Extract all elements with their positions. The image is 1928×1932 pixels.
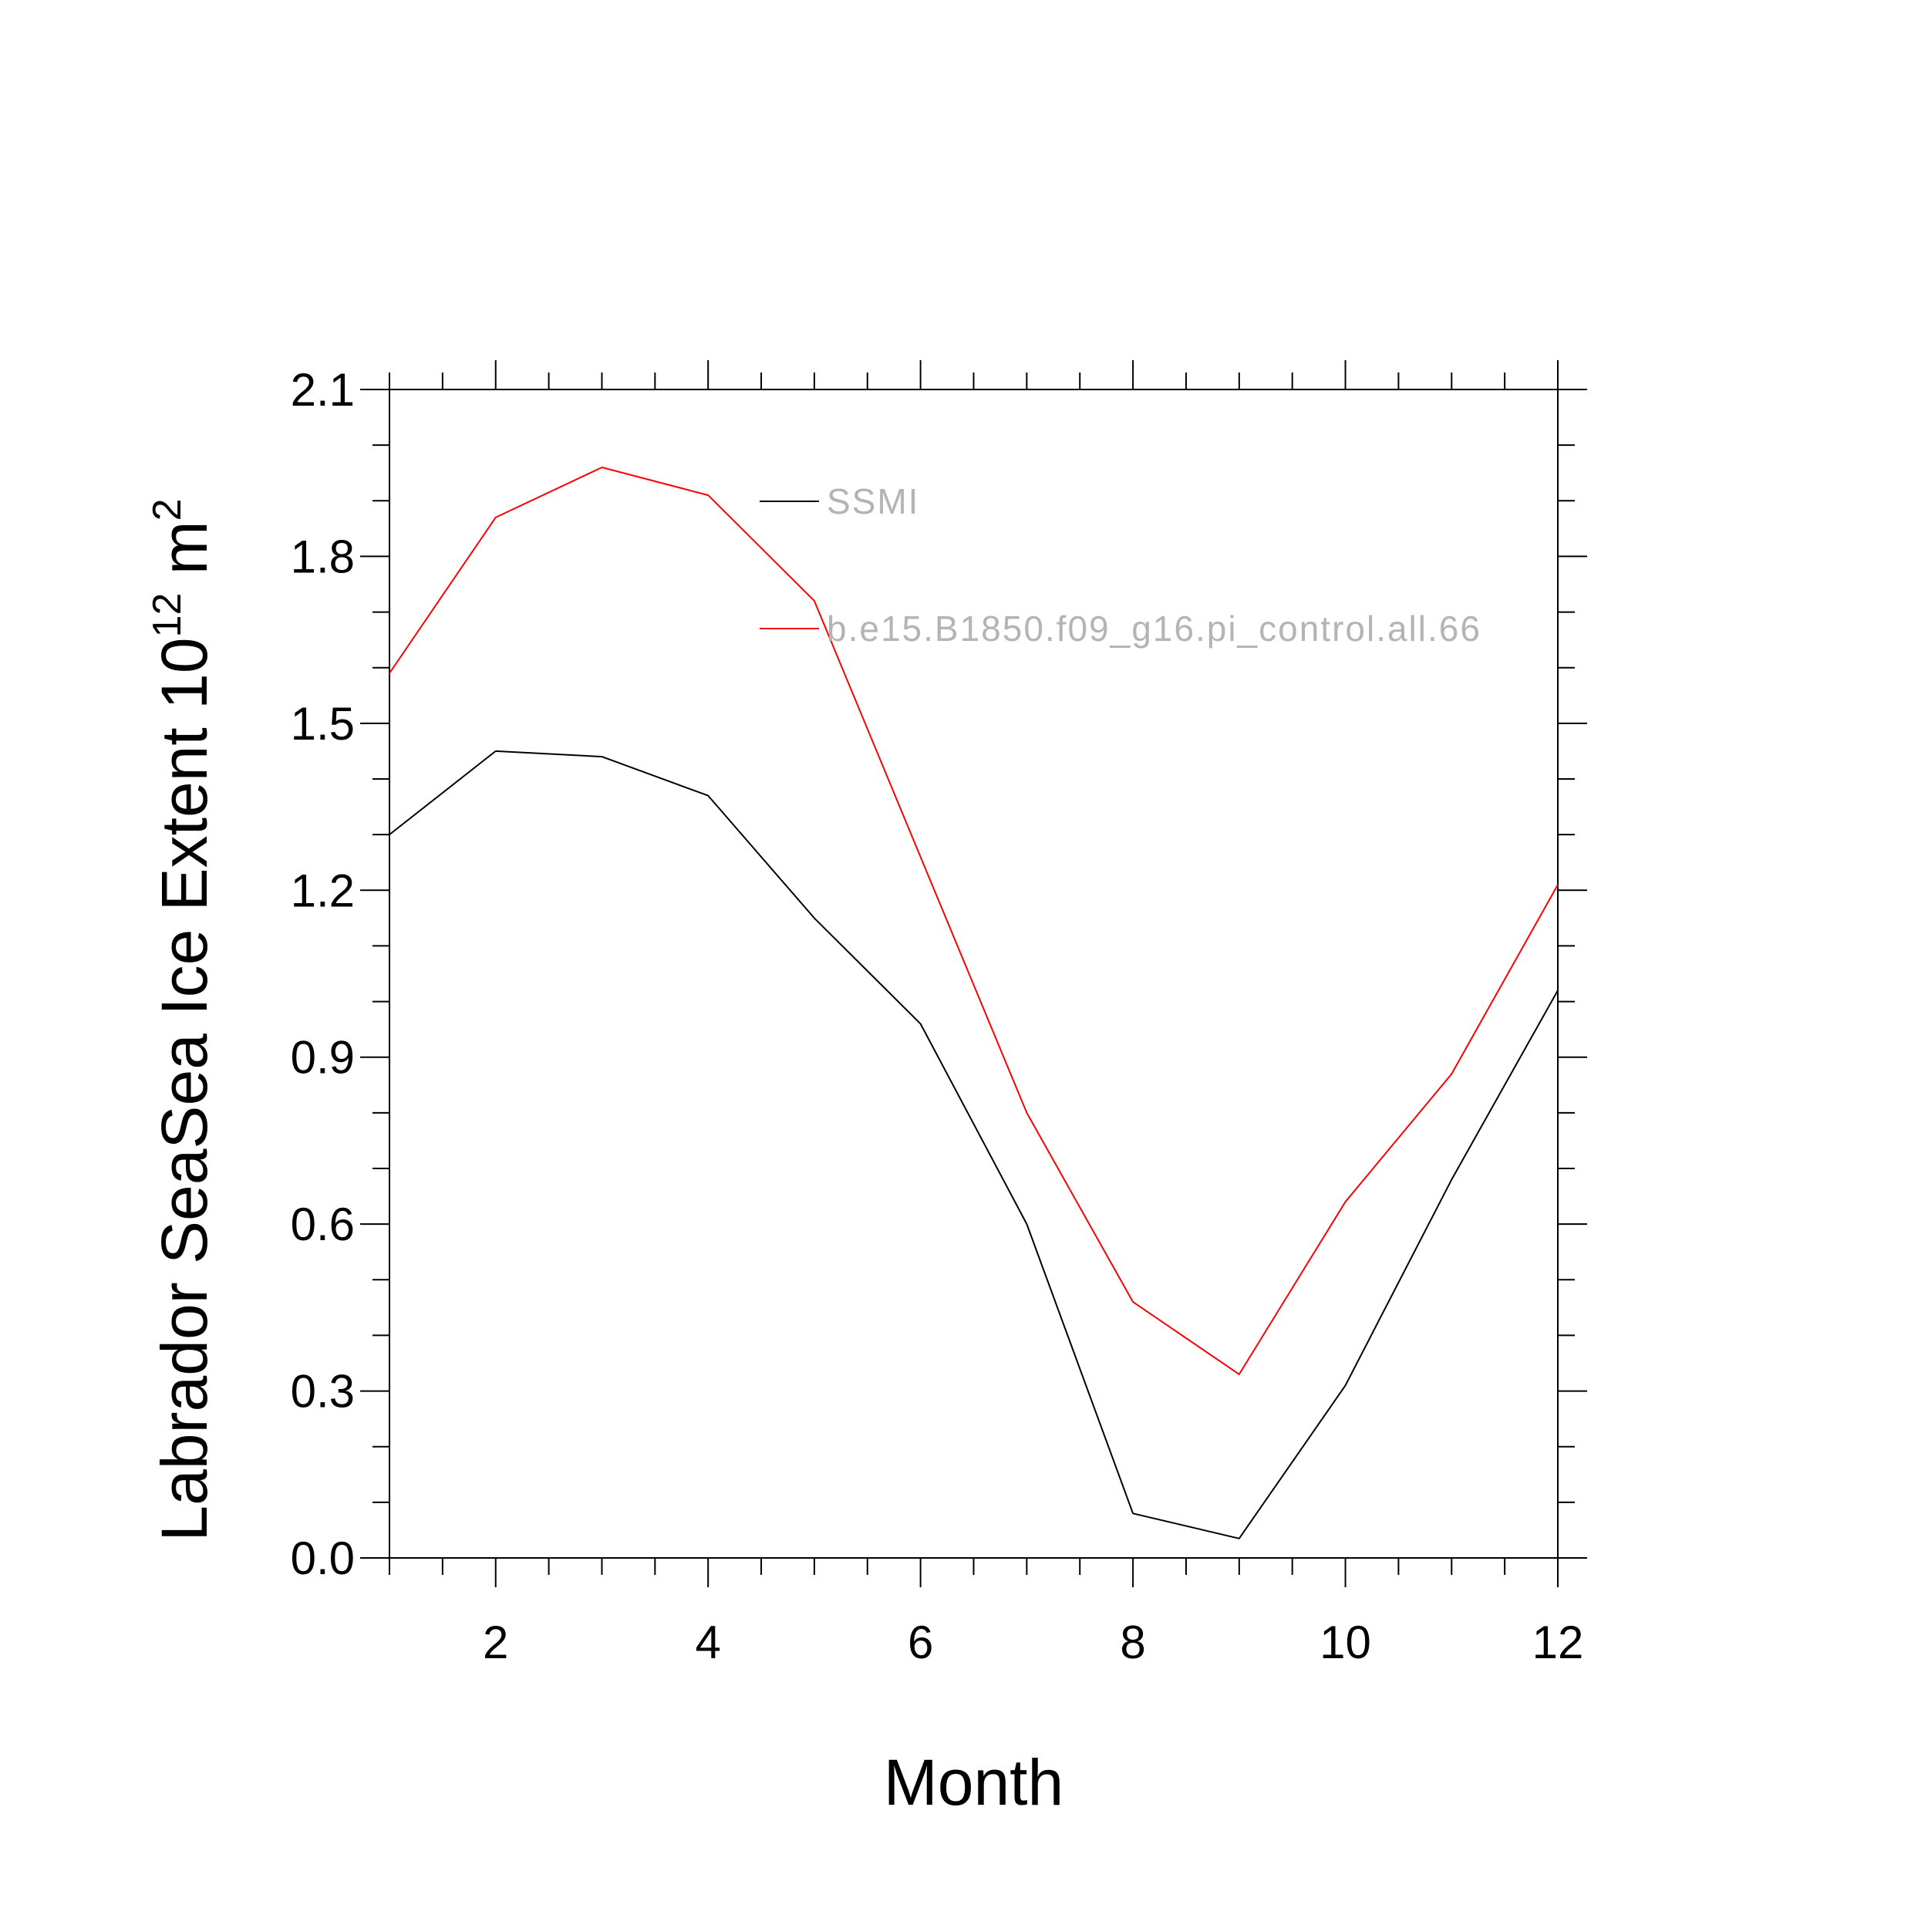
y-tick-label: 1.2 — [291, 865, 355, 916]
legend: SSMI b.e15.B1850.f09_g16.pi_control.all.6… — [760, 481, 1481, 649]
y-tick-label: 0.0 — [291, 1532, 355, 1584]
major-ticks — [360, 360, 1587, 1587]
y-tick-label: 2.1 — [291, 364, 355, 416]
x-tick-label: 10 — [1320, 1617, 1371, 1668]
x-tick-label: 12 — [1532, 1617, 1584, 1668]
plot-frame — [389, 389, 1559, 1559]
y-axis-title-text: Labrador SeaSea Ice Extent 10 — [148, 637, 221, 1541]
y-tick-label: 0.3 — [291, 1366, 355, 1418]
minor-ticks — [372, 373, 1575, 1575]
y-tick-label: 0.6 — [291, 1199, 355, 1250]
series-line-1 — [389, 750, 1559, 1539]
x-tick-label: 8 — [1120, 1617, 1145, 1668]
x-axis-title: Month — [884, 1746, 1063, 1819]
svg-text:Labrador SeaSea Ice Extent 101: Labrador SeaSea Ice Extent 1012 m2 — [145, 498, 221, 1541]
tick-labels: 2 4 6 8 10 12 0.0 0.3 0.6 0.9 1.2 1.5 1.8 2.1 — [291, 364, 1584, 1668]
series-layer — [389, 467, 1559, 1539]
x-tick-label: 2 — [483, 1617, 508, 1668]
y-axis-title: Labrador SeaSea Ice Extent 1012 m2 — [145, 498, 221, 1541]
y-tick-label: 1.8 — [291, 531, 355, 582]
y-axis-title-unit: m — [148, 521, 221, 592]
y-tick-label: 0.9 — [291, 1032, 355, 1084]
x-tick-label: 4 — [695, 1617, 720, 1668]
y-axis-title-exponent: 12 — [145, 593, 190, 638]
y-axis-title-unit-exponent: 2 — [145, 498, 190, 521]
y-tick-label: 1.5 — [291, 698, 355, 750]
legend-label-1: SSMI — [827, 481, 919, 521]
series-line-2 — [389, 467, 1559, 1375]
x-tick-label: 6 — [908, 1617, 933, 1668]
legend-label-2: b.e15.B1850.f09_g16.pi_control.all.66 — [827, 609, 1481, 649]
